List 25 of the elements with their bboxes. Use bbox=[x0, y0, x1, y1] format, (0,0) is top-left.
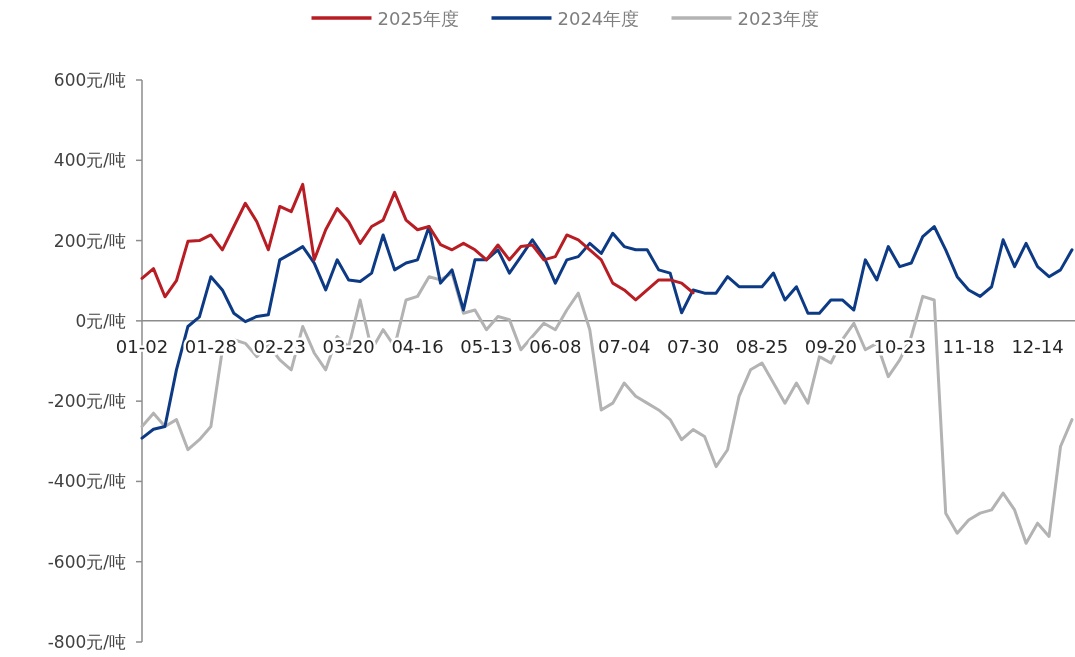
y-tick-label: 600元/吨 bbox=[53, 70, 126, 90]
x-tick-label: 08-25 bbox=[735, 335, 789, 357]
x-tick-label: 06-08 bbox=[529, 335, 582, 357]
x-tick-label: 04-16 bbox=[391, 335, 444, 357]
y-tick-label: 200元/吨 bbox=[53, 230, 126, 251]
y-tick-label: -800元/吨 bbox=[47, 632, 126, 652]
legend-label: 2023年度 bbox=[737, 8, 820, 29]
legend-label: 2024年度 bbox=[557, 8, 640, 29]
y-tick-label: -200元/吨 bbox=[47, 391, 126, 412]
x-tick-label: 03-20 bbox=[322, 335, 375, 357]
y-tick-label: 400元/吨 bbox=[53, 150, 126, 171]
y-tick-label: -400元/吨 bbox=[47, 471, 126, 492]
y-tick-label: -600元/吨 bbox=[47, 551, 126, 572]
x-tick-label: 07-04 bbox=[598, 335, 651, 357]
x-tick-label: 11-18 bbox=[942, 335, 995, 357]
x-tick-label: 07-30 bbox=[666, 335, 720, 357]
x-tick-label: 01-28 bbox=[184, 335, 238, 357]
x-tick-label: 10-23 bbox=[873, 335, 926, 357]
legend-label: 2025年度 bbox=[377, 8, 460, 29]
y-tick-label: 0元/吨 bbox=[75, 310, 126, 331]
x-tick-label: 12-14 bbox=[1011, 335, 1064, 357]
x-tick-label: 05-13 bbox=[460, 335, 513, 357]
x-tick-label: 01-02 bbox=[115, 335, 169, 357]
x-tick-label: 02-23 bbox=[253, 335, 306, 357]
x-tick-label: 09-20 bbox=[804, 335, 858, 357]
